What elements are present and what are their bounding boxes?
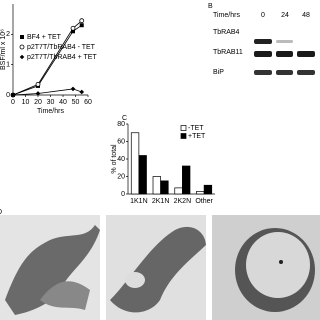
y-axis-label: % of total	[111, 144, 118, 174]
legend-label: p2T7T/TbRAB4 + TET	[27, 54, 97, 61]
legend-label: +TET	[188, 133, 206, 140]
bar	[203, 184, 213, 195]
x-tick-label: 1K1N	[130, 198, 148, 205]
panel-label: B	[208, 3, 213, 10]
blot-time-label: Time/hrs	[213, 12, 240, 19]
y-tick-label: 1	[6, 62, 10, 69]
point	[35, 81, 41, 87]
point	[20, 35, 24, 39]
x-tick-label: Other	[195, 198, 213, 205]
y-tick-label: 40	[117, 156, 125, 163]
series-line	[12, 88, 82, 96]
x-tick-label: 2K1N	[152, 198, 170, 205]
panel-label: D	[0, 209, 2, 216]
bar	[152, 176, 161, 195]
y-tick-label: 80	[117, 121, 125, 128]
series-line	[12, 20, 83, 96]
legend-swatch	[180, 133, 187, 139]
legend-label: p2T7T/TbRAB4 - TET	[27, 44, 96, 51]
x-tick-label: 40	[59, 99, 67, 106]
point	[79, 18, 85, 24]
point	[10, 92, 16, 98]
x-tick-label: 2K2N	[174, 198, 192, 205]
panel-label: C	[122, 115, 127, 122]
blot-row: TbRAB4	[213, 29, 240, 36]
point	[71, 29, 75, 34]
bar	[196, 191, 205, 195]
x-tick-label: 60	[84, 99, 92, 106]
x-axis-label: Time/hrs	[37, 108, 64, 115]
series-line	[12, 24, 82, 96]
x-tick-label: 0	[11, 99, 15, 106]
legend-swatch	[180, 125, 187, 131]
legend-label: BF4 + TET	[27, 34, 62, 41]
y-axis-label: BSF/ml x 10⁶	[0, 29, 7, 70]
y-tick-label: 20	[117, 173, 125, 180]
blot-bands	[254, 39, 315, 75]
y-tick-label: 0	[121, 191, 125, 198]
micrographs	[0, 215, 320, 320]
bar	[182, 165, 191, 195]
bar	[130, 132, 140, 195]
blot-lane: 24	[281, 12, 289, 19]
point	[79, 23, 84, 28]
point	[70, 25, 76, 31]
point	[79, 89, 85, 95]
point	[19, 44, 25, 50]
bar	[160, 180, 169, 195]
blot-lane: 48	[302, 12, 310, 19]
legend-label: -TET	[188, 125, 204, 132]
y-tick-label: 60	[117, 138, 125, 145]
x-tick-label: 50	[72, 99, 80, 106]
x-tick-label: 30	[47, 99, 55, 106]
y-tick-label: 0	[6, 92, 10, 99]
point	[19, 54, 25, 60]
bar	[138, 155, 147, 195]
x-tick-label: 10	[22, 99, 30, 106]
blot-row: BiP	[213, 69, 224, 76]
blot-row: TbRAB11	[213, 49, 243, 56]
y-tick-label: 2	[6, 31, 10, 38]
point	[70, 86, 76, 92]
x-tick-label: 20	[34, 99, 42, 106]
point	[35, 91, 41, 96]
bar	[174, 187, 183, 195]
blot-lane: 0	[261, 12, 265, 19]
